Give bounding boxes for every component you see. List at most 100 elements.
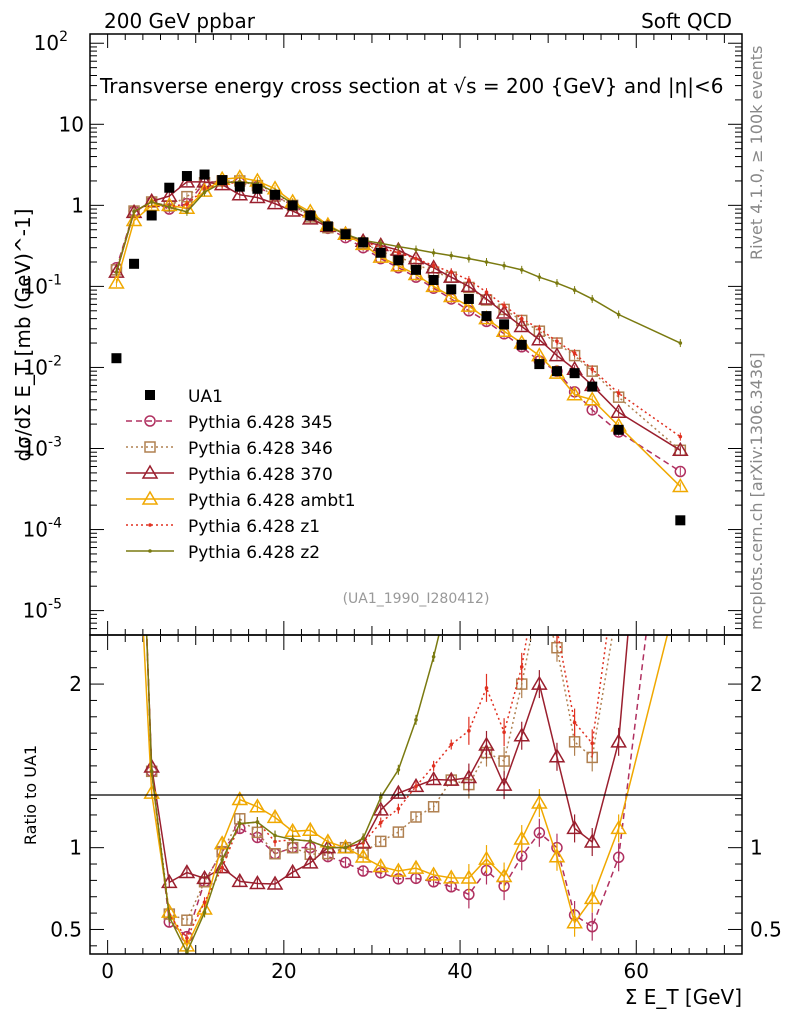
ratio-point bbox=[502, 730, 506, 734]
ratio-point bbox=[220, 857, 224, 862]
ua1-data-point bbox=[587, 381, 598, 392]
ratio-y-tick-label: 0.5 bbox=[50, 917, 82, 941]
ratio-point bbox=[478, 736, 495, 751]
data-point bbox=[583, 391, 601, 406]
ratio-point bbox=[326, 845, 330, 850]
chart-title: Transverse energy cross section at √s = … bbox=[99, 74, 723, 98]
ratio-point bbox=[149, 769, 154, 774]
ratio-point bbox=[431, 655, 436, 659]
data-point bbox=[566, 386, 583, 401]
legend-label: Pythia 6.428 z2 bbox=[188, 543, 320, 563]
ratio-point bbox=[220, 865, 224, 870]
data-point bbox=[616, 391, 621, 396]
ratio-pythia-6-428-z1 bbox=[145, 635, 608, 943]
ratio-point bbox=[372, 801, 390, 816]
legend-marker-ua1 bbox=[145, 390, 155, 400]
legend-marker bbox=[148, 549, 152, 553]
data-point bbox=[167, 205, 172, 209]
ua1-data-point bbox=[181, 171, 192, 182]
ratio-point bbox=[255, 820, 260, 824]
legend-label: Pythia 6.428 ambt1 bbox=[188, 491, 356, 511]
ratio-point bbox=[590, 741, 595, 746]
analysis-label: (UA1_1990_I280412) bbox=[343, 591, 490, 607]
ua1-data-point bbox=[146, 210, 157, 221]
data-point bbox=[610, 403, 627, 419]
ratio-point bbox=[568, 736, 581, 748]
ratio-point bbox=[392, 826, 405, 838]
ratio-point bbox=[361, 836, 365, 841]
ua1-data-point bbox=[428, 274, 439, 285]
ratio-point bbox=[301, 854, 319, 869]
data-point bbox=[555, 281, 559, 285]
y-tick-label: 10-5 bbox=[23, 597, 62, 623]
ua1-data-point bbox=[551, 366, 562, 377]
series-line bbox=[115, 181, 681, 344]
x-tick-label: 60 bbox=[624, 959, 649, 983]
data-point bbox=[378, 241, 383, 246]
data-point bbox=[513, 318, 531, 333]
data-point bbox=[467, 278, 471, 282]
data-point bbox=[678, 341, 683, 345]
series-line bbox=[115, 180, 681, 451]
ratio-point bbox=[284, 863, 301, 878]
ratio-point bbox=[396, 767, 401, 772]
data-point bbox=[672, 477, 689, 493]
ratio-point bbox=[566, 819, 583, 835]
ua1-data-point bbox=[305, 210, 316, 221]
ua1-data-point bbox=[613, 424, 624, 435]
x-tick-label: 40 bbox=[447, 959, 472, 983]
data-point bbox=[266, 195, 284, 210]
ratio-y-tick-label-right: 0.5 bbox=[750, 917, 782, 941]
y-tick-label: 102 bbox=[34, 29, 68, 55]
ratio-point bbox=[390, 784, 407, 799]
legend-entry: UA1 bbox=[145, 387, 223, 407]
ua1-data-point bbox=[111, 353, 122, 364]
ratio-y-axis-label: Ratio to UA1 bbox=[21, 745, 40, 845]
ratio-point bbox=[495, 776, 513, 791]
ratio-point bbox=[308, 839, 313, 843]
ratio-point bbox=[513, 727, 531, 742]
ua1-data-point bbox=[411, 264, 421, 275]
data-point bbox=[616, 312, 621, 317]
rivet-version-label: Rivet 4.1.0, ≥ 100k events bbox=[747, 46, 766, 260]
ratio-point bbox=[160, 873, 178, 889]
data-point bbox=[407, 250, 425, 265]
data-point bbox=[149, 200, 154, 204]
data-point bbox=[460, 277, 478, 293]
data-point bbox=[519, 268, 524, 272]
ua1-data-point bbox=[446, 284, 457, 295]
ratio-point bbox=[498, 755, 510, 767]
data-point bbox=[431, 250, 436, 255]
ratio-point bbox=[612, 851, 625, 864]
x-axis-label: Σ E_T [GeV] bbox=[625, 985, 742, 1009]
ua1-data-point bbox=[217, 175, 228, 186]
legend-label: Pythia 6.428 370 bbox=[188, 465, 333, 485]
ratio-point bbox=[213, 835, 231, 850]
ua1-data-point bbox=[252, 183, 263, 194]
header-right: Soft QCD bbox=[641, 9, 732, 33]
legend-marker bbox=[144, 415, 156, 427]
ratio-point bbox=[237, 821, 242, 826]
ratio-point bbox=[449, 742, 454, 747]
ratio-point bbox=[378, 795, 383, 800]
data-point bbox=[414, 256, 418, 261]
series-line bbox=[115, 176, 681, 488]
ratio-point bbox=[185, 936, 189, 940]
ratio-point bbox=[414, 784, 418, 789]
legend-label: UA1 bbox=[188, 387, 223, 407]
data-point bbox=[495, 322, 513, 337]
ratio-point bbox=[442, 771, 460, 786]
ua1-data-point bbox=[569, 368, 580, 379]
legend-marker bbox=[148, 523, 152, 527]
ratio-point bbox=[414, 718, 418, 722]
ratio-y-tick-label-right: 1 bbox=[750, 836, 763, 860]
ratio-point bbox=[531, 675, 548, 690]
ua1-data-point bbox=[463, 293, 474, 304]
data-point bbox=[431, 263, 436, 268]
series-ua1 bbox=[111, 169, 686, 526]
data-point bbox=[502, 303, 506, 308]
data-point bbox=[396, 250, 401, 255]
ua1-data-point bbox=[393, 255, 404, 266]
